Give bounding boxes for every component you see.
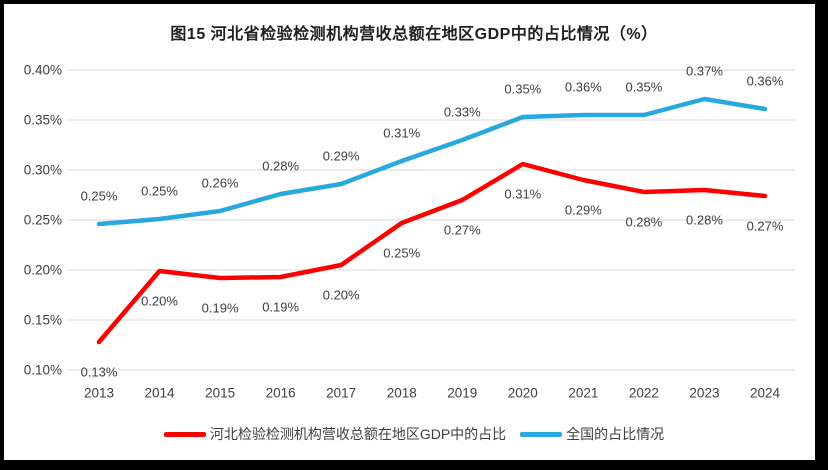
x-tick-label: 2022 xyxy=(629,386,659,401)
data-label: 0.19% xyxy=(262,300,299,315)
x-tick-label: 2023 xyxy=(689,386,719,401)
data-label: 0.28% xyxy=(262,159,299,174)
data-label: 0.19% xyxy=(202,301,239,316)
y-tick-label: 0.25% xyxy=(24,213,62,228)
series-line-hebei xyxy=(96,161,768,345)
legend-label-hebei: 河北检验检测机构营收总额在地区GDP中的占比 xyxy=(209,426,507,442)
data-label: 0.28% xyxy=(625,215,662,230)
data-label: 0.31% xyxy=(383,126,420,141)
x-tick-label: 2020 xyxy=(508,386,538,401)
hebei-line-swatch xyxy=(163,431,206,437)
x-tick-label: 2018 xyxy=(387,386,417,401)
legend-item-hebei: 河北检验检测机构营收总额在地区GDP中的占比 xyxy=(163,424,507,444)
x-tick-label: 2016 xyxy=(266,386,296,401)
data-label: 0.27% xyxy=(444,223,481,238)
y-tick-label: 0.15% xyxy=(24,313,62,328)
data-label: 0.35% xyxy=(625,80,662,95)
data-label: 0.25% xyxy=(383,246,420,261)
data-label: 0.36% xyxy=(747,74,784,89)
data-label: 0.20% xyxy=(141,294,178,309)
y-tick-label: 0.40% xyxy=(24,63,62,78)
data-label: 0.29% xyxy=(565,203,602,218)
legend-item-national: 全国的占比情况 xyxy=(520,424,664,444)
data-label: 0.29% xyxy=(323,149,360,164)
chart-canvas xyxy=(4,4,815,460)
national-line-swatch xyxy=(520,431,563,437)
y-tick-label: 0.20% xyxy=(24,263,62,278)
x-tick-label: 2014 xyxy=(145,386,176,401)
x-tick-label: 2024 xyxy=(750,386,781,401)
y-tick-label: 0.35% xyxy=(24,113,62,128)
y-tick-label: 0.30% xyxy=(24,163,62,178)
legend-label-national: 全国的占比情况 xyxy=(566,426,665,442)
x-tick-label: 2021 xyxy=(568,386,598,401)
data-label: 0.37% xyxy=(686,64,723,79)
data-label: 0.28% xyxy=(686,213,723,228)
data-label: 0.25% xyxy=(141,184,178,199)
data-label: 0.33% xyxy=(444,105,481,120)
chart-title: 图15 河北省检验检测机构营收总额在地区GDP中的占比情况（%） xyxy=(170,26,658,43)
data-label: 0.36% xyxy=(565,80,602,95)
data-label: 0.13% xyxy=(81,365,118,380)
x-tick-label: 2015 xyxy=(205,386,235,401)
legend: 河北检验检测机构营收总额在地区GDP中的占比 全国的占比情况 xyxy=(0,424,828,444)
data-label: 0.26% xyxy=(202,176,239,191)
x-tick-label: 2017 xyxy=(326,386,356,401)
data-label: 0.20% xyxy=(323,288,360,303)
y-tick-label: 0.10% xyxy=(24,363,62,378)
series-line-national xyxy=(96,96,768,227)
data-label: 0.35% xyxy=(504,82,541,97)
data-label: 0.25% xyxy=(81,189,118,204)
x-tick-label: 2013 xyxy=(84,386,114,401)
data-label: 0.27% xyxy=(747,219,784,234)
x-tick-label: 2019 xyxy=(447,386,477,401)
data-label: 0.31% xyxy=(504,187,541,202)
